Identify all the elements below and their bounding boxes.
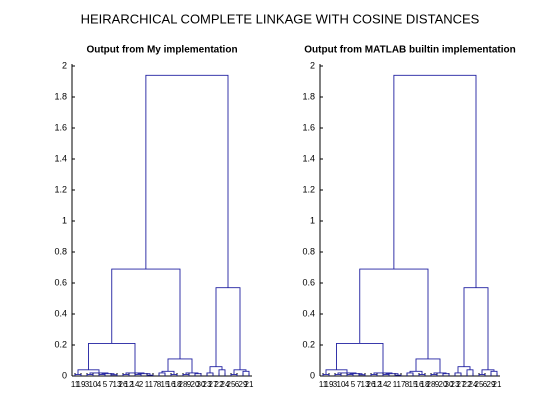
leaf-label: 9: [435, 380, 440, 389]
leaf-label: 24: [469, 380, 478, 389]
y-tick-label: 1.4: [54, 153, 67, 163]
y-tick-label: 0.6: [302, 277, 315, 287]
y-tick-label: 1.4: [302, 153, 315, 163]
leaf-label: 17: [397, 380, 406, 389]
leaf-label: 25: [475, 380, 484, 389]
leaf-label: 6: [483, 380, 488, 389]
leaf-label: 12: [373, 380, 382, 389]
leaf-label: 16: [167, 380, 176, 389]
y-tick-label: 1.2: [54, 184, 67, 194]
leaf-label: 2: [139, 380, 144, 389]
y-tick-label: 2: [310, 60, 315, 70]
leaf-label: 20: [439, 380, 448, 389]
leaf-label: 30: [445, 380, 454, 389]
leaf-label: 28: [179, 380, 188, 389]
leaf-label: 16: [415, 380, 424, 389]
figure-title: HEIRARCHICAL COMPLETE LINKAGE WITH COSIN…: [81, 11, 480, 26]
leaf-label: 1: [393, 380, 398, 389]
leaf-label: 14: [131, 380, 140, 389]
leaf-label: 5: [351, 380, 356, 389]
leaf-label: 21: [493, 380, 502, 389]
leaf-label: 23: [451, 380, 460, 389]
y-tick-label: 1.6: [302, 122, 315, 132]
leaf-label: 20: [191, 380, 200, 389]
y-tick-label: 1.6: [54, 122, 67, 132]
leaf-label: 10: [89, 380, 98, 389]
leaf-label: 1: [145, 380, 150, 389]
subplot-title: Output from My implementation: [86, 45, 237, 56]
leaf-label: 9: [187, 380, 192, 389]
y-tick-label: 1: [310, 215, 315, 225]
y-tick-label: 0: [310, 370, 315, 380]
leaf-label: 2: [387, 380, 392, 389]
leaf-label: 8: [405, 380, 410, 389]
leaf-label: 7: [109, 380, 114, 389]
leaf-label: 5: [103, 380, 108, 389]
leaf-label: 14: [379, 380, 388, 389]
y-tick-label: 2: [62, 60, 67, 70]
leaf-label: 17: [149, 380, 158, 389]
leaf-label: 7: [357, 380, 362, 389]
leaf-label: 24: [221, 380, 230, 389]
leaf-label: 18: [421, 380, 430, 389]
leaf-label: 4: [97, 380, 102, 389]
leaf-label: 15: [409, 380, 418, 389]
leaf-label: 11: [319, 380, 328, 389]
leaf-label: 22: [463, 380, 472, 389]
leaf-label: 11: [71, 380, 80, 389]
y-tick-label: 0.6: [54, 277, 67, 287]
leaf-label: 29: [239, 380, 248, 389]
leaf-label: 13: [361, 380, 370, 389]
leaf-label: 3: [85, 380, 90, 389]
leaf-label: 13: [113, 380, 122, 389]
leaf-label: 4: [345, 380, 350, 389]
y-tick-label: 1.8: [54, 91, 67, 101]
leaf-label: 27: [457, 380, 466, 389]
y-tick-label: 0.2: [302, 339, 315, 349]
leaf-label: 27: [209, 380, 218, 389]
y-tick-label: 1: [62, 215, 67, 225]
leaf-label: 21: [245, 380, 254, 389]
y-tick-label: 1.8: [302, 91, 315, 101]
leaf-label: 28: [427, 380, 436, 389]
link: [393, 74, 477, 288]
y-tick-label: 0: [62, 370, 67, 380]
leaf-label: 30: [197, 380, 206, 389]
subplot-title: Output from MATLAB builtin implementatio…: [304, 45, 515, 56]
y-tick-label: 0.8: [54, 246, 67, 256]
leaf-label: 25: [227, 380, 236, 389]
leaf-label: 18: [173, 380, 182, 389]
leaf-label: 29: [487, 380, 496, 389]
leaf-label: 12: [125, 380, 134, 389]
link: [145, 74, 229, 288]
y-tick-label: 1.2: [302, 184, 315, 194]
leaf-label: 10: [337, 380, 346, 389]
y-tick-label: 0.4: [54, 308, 67, 318]
leaf-label: 15: [161, 380, 170, 389]
leaf-label: 23: [203, 380, 212, 389]
leaf-label: 19: [325, 380, 334, 389]
y-tick-label: 0.4: [302, 308, 315, 318]
leaf-label: 22: [215, 380, 224, 389]
y-tick-label: 0.2: [54, 339, 67, 349]
leaf-label: 26: [367, 380, 376, 389]
leaf-label: 26: [119, 380, 128, 389]
leaf-label: 6: [235, 380, 240, 389]
leaf-label: 8: [157, 380, 162, 389]
leaf-label: 3: [333, 380, 338, 389]
leaf-label: 19: [77, 380, 86, 389]
y-tick-label: 0.8: [302, 246, 315, 256]
